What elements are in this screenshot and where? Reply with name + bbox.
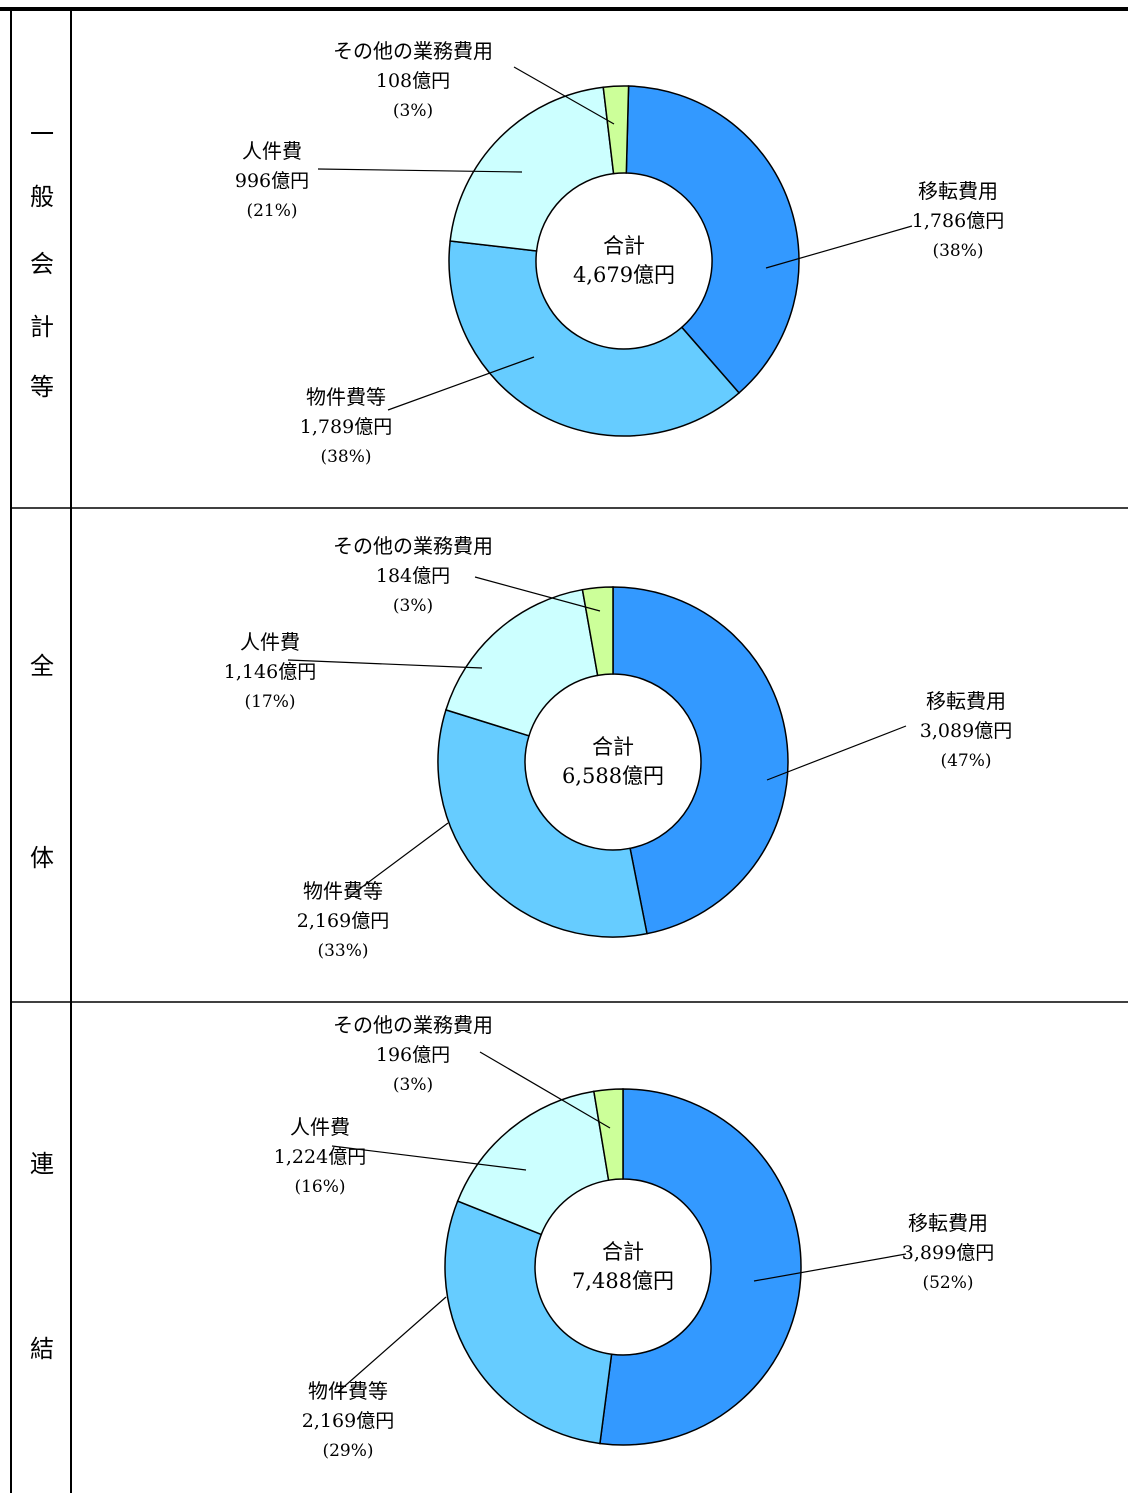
leader-line xyxy=(349,822,449,897)
donut-chart: 合計 6,588億円 移転費用 3,089億円 (47%) 物件費等 2,169億円 (33%… xyxy=(224,534,1012,961)
slice-name-label: 人件費 xyxy=(242,139,302,163)
slice-value-label: 1,786億円 xyxy=(912,210,1004,232)
slice-name-label: 人件費 xyxy=(240,630,300,654)
leader-line xyxy=(479,1051,611,1129)
center-total: 4,679億円 xyxy=(573,263,675,287)
slice-percent-label: (33%) xyxy=(317,941,368,961)
donut-slice xyxy=(625,85,800,394)
leader-line xyxy=(387,356,535,411)
slice-value-label: 1,146億円 xyxy=(224,661,316,683)
row-label-general-char-4: 計 xyxy=(30,313,54,341)
leader-line xyxy=(765,225,913,269)
row-label-consolidated-char-2: 結 xyxy=(30,1335,54,1363)
donut-slice xyxy=(444,588,599,737)
row-label-whole-char-1: 全 xyxy=(30,652,54,680)
slice-value-label: 3,089億円 xyxy=(920,720,1012,742)
slice-name-label: 人件費 xyxy=(290,1115,350,1139)
row-label-general-char-2: 般 xyxy=(30,183,54,211)
slice-name-label: 移転費用 xyxy=(918,179,998,203)
slice-percent-label: (3%) xyxy=(393,596,433,616)
center-label: 合計 xyxy=(592,735,634,759)
row-label-general-char-5: 等 xyxy=(30,373,54,401)
slice-name-label: 移転費用 xyxy=(926,689,1006,713)
leader-line xyxy=(766,725,907,781)
slice-name-label: 物件費等 xyxy=(308,1379,388,1403)
center-total: 7,488億円 xyxy=(572,1269,674,1293)
slice-value-label: 996億円 xyxy=(235,170,309,192)
slice-value-label: 2,169億円 xyxy=(297,910,389,932)
slice-percent-label: (47%) xyxy=(940,751,991,771)
donut-slice xyxy=(581,586,614,677)
slice-value-label: 3,899億円 xyxy=(902,1242,994,1264)
center-label: 合計 xyxy=(603,234,645,258)
donut-slice xyxy=(456,1090,610,1236)
slice-percent-label: (17%) xyxy=(244,692,295,712)
leader-line xyxy=(753,1253,907,1282)
slice-value-label: 2,169億円 xyxy=(302,1410,394,1432)
leader-line xyxy=(474,576,601,612)
donut-slice xyxy=(449,86,615,252)
row-label-whole-char-2: 体 xyxy=(30,844,54,872)
donut-slice xyxy=(599,1088,802,1446)
leader-line xyxy=(513,66,615,125)
slice-percent-label: (3%) xyxy=(393,101,433,121)
slice-name-label: 移転費用 xyxy=(908,1211,988,1235)
slice-value-label: 196億円 xyxy=(376,1044,450,1066)
leader-line xyxy=(317,168,523,173)
slice-percent-label: (38%) xyxy=(320,447,371,467)
row-label-consolidated-char-1: 連 xyxy=(30,1150,54,1178)
slice-value-label: 108億円 xyxy=(376,70,450,92)
donut-slice xyxy=(612,586,789,935)
donut-chart: 合計 4,679億円 移転費用 1,786億円 (38%) 物件費等 1,789億円 (38%… xyxy=(235,39,1004,467)
slice-name-label: その他の業務費用 xyxy=(333,39,493,63)
slice-name-label: 物件費等 xyxy=(306,385,386,409)
slice-name-label: その他の業務費用 xyxy=(333,534,493,558)
slice-percent-label: (3%) xyxy=(393,1075,433,1095)
center-label: 合計 xyxy=(602,1240,644,1264)
slice-percent-label: (52%) xyxy=(922,1273,973,1293)
center-total: 6,588億円 xyxy=(562,764,664,788)
donut-slice xyxy=(444,1200,613,1445)
donut-slice xyxy=(448,240,741,437)
leader-line xyxy=(331,1145,527,1171)
donut-slice xyxy=(602,85,630,175)
donut-slice xyxy=(437,708,648,938)
slice-name-label: その他の業務費用 xyxy=(333,1013,493,1037)
slice-percent-label: (16%) xyxy=(294,1177,345,1197)
leader-line xyxy=(287,659,483,669)
slice-percent-label: (21%) xyxy=(246,201,297,221)
slice-value-label: 1,789億円 xyxy=(300,416,392,438)
slice-value-label: 184億円 xyxy=(376,565,450,587)
row-label-general-char-1: 一 xyxy=(30,120,54,148)
donut-slice xyxy=(592,1088,624,1182)
slice-value-label: 1,224億円 xyxy=(274,1146,366,1168)
slice-name-label: 物件費等 xyxy=(303,879,383,903)
slice-percent-label: (38%) xyxy=(932,241,983,261)
leader-line xyxy=(337,1296,447,1393)
donut-chart: 合計 7,488億円 移転費用 3,899億円 (52%) 物件費等 2,169億円 (29%… xyxy=(274,1013,994,1461)
row-label-general-char-3: 会 xyxy=(30,250,54,278)
slice-percent-label: (29%) xyxy=(322,1441,373,1461)
